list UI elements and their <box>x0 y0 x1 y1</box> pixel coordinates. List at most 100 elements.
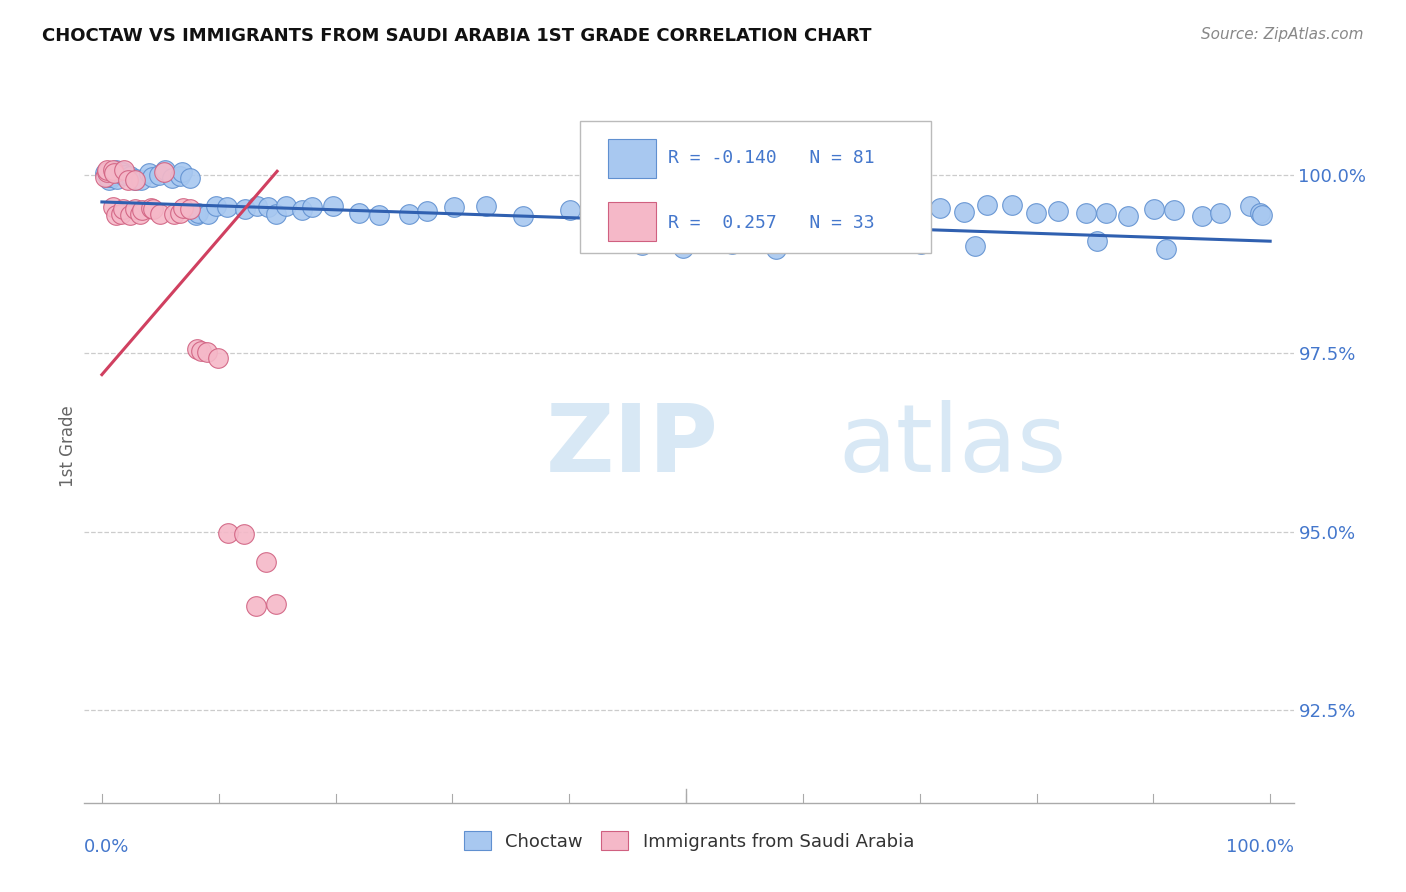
Point <box>118 169 141 183</box>
Point <box>103 166 125 180</box>
Point <box>197 207 219 221</box>
Point <box>264 207 287 221</box>
Point <box>443 200 465 214</box>
Point <box>124 173 146 187</box>
FancyBboxPatch shape <box>581 121 931 253</box>
Point <box>1156 242 1178 256</box>
Point <box>129 207 152 221</box>
Point <box>105 163 128 178</box>
Point <box>246 199 269 213</box>
Point <box>1047 203 1070 218</box>
Point <box>169 205 191 219</box>
Point <box>1239 199 1261 213</box>
Point <box>274 199 297 213</box>
Point <box>96 165 118 179</box>
Point <box>963 239 986 253</box>
Point <box>141 169 163 184</box>
Point <box>416 204 439 219</box>
Point <box>748 205 770 219</box>
Point <box>1025 206 1047 220</box>
Point <box>138 166 160 180</box>
Point <box>97 169 120 184</box>
Point <box>97 165 120 179</box>
Point <box>98 173 121 187</box>
Point <box>111 202 134 217</box>
Point <box>110 165 132 179</box>
Point <box>105 172 128 186</box>
Bar <box>607 139 657 178</box>
Point <box>169 169 191 183</box>
Point <box>124 173 146 187</box>
Point <box>254 555 277 569</box>
Point <box>142 202 165 216</box>
Point <box>104 168 127 182</box>
Point <box>148 168 170 182</box>
Point <box>111 167 134 181</box>
Point <box>131 173 153 187</box>
Point <box>98 166 121 180</box>
Point <box>245 599 267 613</box>
Point <box>558 203 581 218</box>
Point <box>291 202 314 217</box>
Point <box>1118 209 1140 223</box>
Legend: Choctaw, Immigrants from Saudi Arabia: Choctaw, Immigrants from Saudi Arabia <box>457 824 921 858</box>
Point <box>889 203 911 218</box>
Point <box>398 206 420 220</box>
Text: 0.0%: 0.0% <box>84 838 129 856</box>
Text: atlas: atlas <box>838 400 1066 492</box>
Point <box>1074 206 1097 220</box>
Point <box>111 168 134 182</box>
Point <box>1249 206 1271 220</box>
Point <box>765 242 787 256</box>
Point <box>101 163 124 178</box>
Point <box>266 597 288 611</box>
Point <box>114 168 136 182</box>
Point <box>1163 203 1185 218</box>
Point <box>190 344 212 359</box>
Point <box>602 204 624 219</box>
Point <box>929 201 952 215</box>
Point <box>218 526 240 541</box>
Point <box>322 199 344 213</box>
Point <box>110 207 132 221</box>
Point <box>301 200 323 214</box>
Point <box>172 201 194 215</box>
Point <box>101 200 124 214</box>
Point <box>233 202 256 216</box>
Point <box>368 208 391 222</box>
Point <box>953 205 976 219</box>
Point <box>103 165 125 179</box>
Text: 100.0%: 100.0% <box>1226 838 1294 856</box>
Point <box>1085 234 1108 248</box>
Point <box>170 165 193 179</box>
Point <box>117 173 139 187</box>
Point <box>1094 206 1116 220</box>
Point <box>630 237 652 252</box>
Point <box>98 169 121 184</box>
Point <box>179 170 201 185</box>
Point <box>124 202 146 216</box>
Point <box>655 207 678 221</box>
Point <box>232 527 254 541</box>
Point <box>207 351 229 365</box>
Point <box>1191 209 1213 223</box>
Point <box>125 172 148 186</box>
Point <box>139 202 162 216</box>
Text: ZIP: ZIP <box>546 400 718 492</box>
Point <box>163 206 186 220</box>
Point <box>976 198 998 212</box>
Point <box>475 199 498 213</box>
Point <box>93 166 115 180</box>
Y-axis label: 1st Grade: 1st Grade <box>59 405 77 487</box>
Point <box>98 169 121 184</box>
Point <box>184 208 207 222</box>
Point <box>672 241 695 255</box>
Point <box>512 209 534 223</box>
Point <box>153 163 176 178</box>
Point <box>96 163 118 178</box>
Point <box>700 208 723 222</box>
Point <box>1001 198 1024 212</box>
Point <box>217 200 239 214</box>
Point <box>1251 208 1274 222</box>
Point <box>817 222 839 236</box>
